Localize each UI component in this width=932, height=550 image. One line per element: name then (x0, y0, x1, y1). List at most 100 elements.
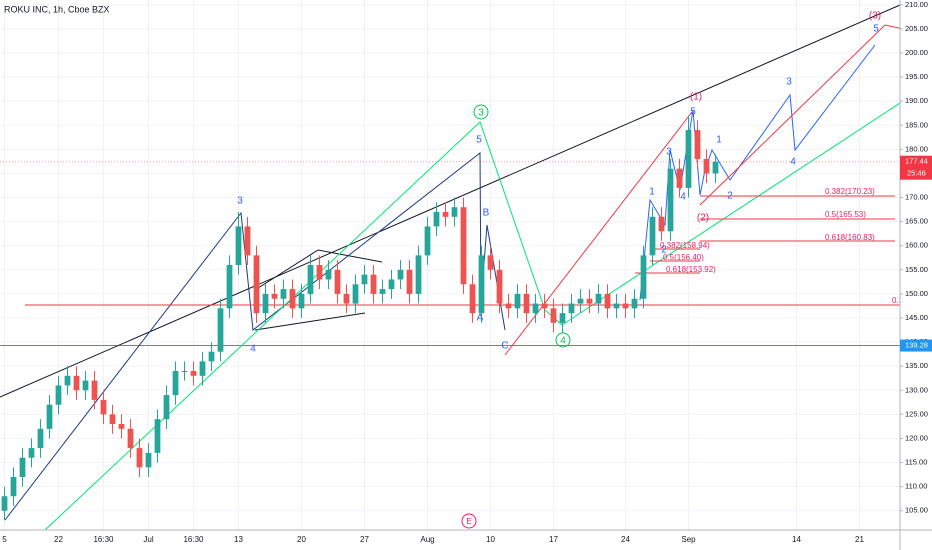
event-label: E (466, 517, 471, 526)
candle-body (442, 212, 449, 217)
candle-body (595, 293, 602, 304)
fib-label: 0.5(156.40) (663, 253, 704, 262)
y-tick-label: 115.00 (905, 458, 927, 467)
candle-body (55, 385, 62, 405)
wave-label: 1 (649, 187, 655, 198)
wave-label: 5 (476, 135, 482, 146)
y-tick-label: 185.00 (905, 120, 928, 129)
candle-body (469, 284, 476, 314)
candle-body (217, 308, 224, 352)
candle-body (154, 419, 161, 453)
trend-line (0, 4, 901, 398)
x-tick-label: Sep (681, 535, 696, 544)
fib-label: 0.618(160.83) (825, 233, 875, 242)
candle-body (559, 313, 566, 323)
grid (0, 0, 900, 530)
wave-label: C (501, 341, 508, 352)
y-tick-label: 180.00 (905, 144, 928, 153)
candle-body (109, 414, 116, 424)
wave-label: 1 (716, 135, 722, 146)
candle-body (703, 159, 710, 174)
y-tick-label: 165.00 (905, 217, 928, 226)
candle-body (370, 274, 377, 294)
wave-circle (473, 104, 489, 120)
candle-body (46, 404, 53, 429)
wave-label: (3) (869, 11, 881, 22)
candle-body (631, 298, 638, 309)
wave-label: 4 (560, 336, 566, 347)
x-tick-label: 21 (855, 535, 864, 544)
candle-body (64, 375, 71, 386)
candle-body (523, 293, 530, 314)
x-tick-label: Jul (143, 535, 153, 544)
candle-body (172, 371, 179, 396)
y-tick-label: 135.00 (905, 361, 928, 370)
candle-body (352, 284, 359, 304)
wave-label: 2 (661, 245, 667, 256)
wave-circle (555, 332, 571, 348)
candle-body (505, 303, 512, 309)
candle-body (298, 293, 305, 309)
candle-body (586, 298, 593, 304)
triangle-line (254, 312, 366, 331)
candle-body (262, 293, 269, 314)
candle-body (136, 448, 143, 468)
wave-label: 2 (727, 191, 733, 202)
candle-body (604, 293, 611, 309)
wave-label: 4 (790, 157, 796, 168)
candle-body (460, 207, 467, 285)
fib-label: 0.382(158.94) (660, 241, 710, 250)
wave-label: 5 (690, 107, 696, 118)
candle-body (622, 303, 629, 309)
y-tick-label: 150.00 (905, 289, 928, 298)
y-tick-label: 170.00 (905, 193, 928, 202)
x-tick-label: 20 (297, 535, 306, 544)
candle-body (325, 269, 332, 280)
event-circle (461, 513, 477, 529)
x-tick-label: 16:30 (183, 535, 204, 544)
channel-line (699, 24, 932, 206)
price-badge-label: 139.28 (905, 341, 928, 350)
candle-body (1, 496, 8, 511)
x-tick-label: 10 (486, 535, 495, 544)
y-tick-label: 120.00 (905, 433, 928, 442)
candle-body (379, 289, 386, 294)
candle-body (316, 265, 323, 280)
candle-body (451, 207, 458, 217)
candle-body (73, 375, 80, 391)
candle-body (361, 274, 368, 285)
y-tick-label: 195.00 (905, 72, 928, 81)
candle-body (541, 303, 548, 309)
wave-label: (1) (690, 92, 702, 103)
y-tick-label: 205.00 (905, 24, 928, 33)
countdown: 25:46 (907, 169, 926, 178)
candles (1, 115, 719, 521)
x-tick-label: 24 (621, 535, 630, 544)
candle-body (685, 130, 692, 188)
candle-body (118, 424, 125, 429)
chart-title: ROKU INC, 1h, Cboe BZX (4, 4, 110, 14)
candle-body (19, 457, 26, 477)
candle-body (271, 293, 278, 299)
candle-body (181, 371, 188, 372)
candle-body (145, 452, 152, 468)
x-tick-label: 16:30 (93, 535, 114, 544)
wave-label: 5 (873, 24, 879, 35)
candle-body (253, 255, 260, 314)
wave-label: 3 (786, 77, 792, 88)
candle-body (82, 380, 89, 391)
price-axis (900, 0, 932, 550)
y-tick-label: 145.00 (905, 313, 928, 322)
candle-body (424, 226, 431, 256)
y-tick-label: 110.00 (905, 482, 927, 491)
last-price-label: 177.44 (905, 157, 928, 166)
candle-body (334, 269, 341, 294)
candle-body (478, 255, 485, 314)
candle-body (712, 161, 719, 174)
y-tick-label: 105.00 (905, 506, 928, 515)
candle-body (532, 303, 539, 314)
x-tick-label: 5 (2, 535, 7, 544)
wave-label: 3 (666, 147, 672, 158)
candle-body (550, 308, 557, 323)
